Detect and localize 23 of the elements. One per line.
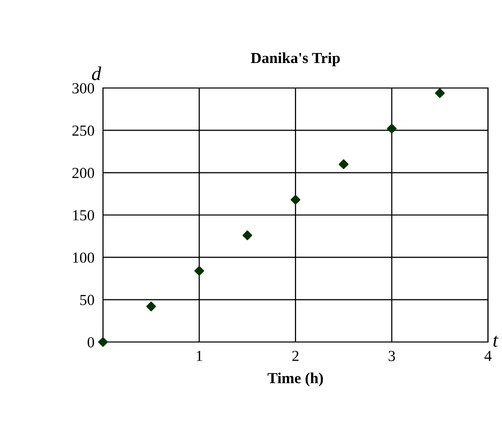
y-tick-label: 150 (73, 210, 94, 220)
y-tick-label: 0 (88, 337, 94, 348)
y-axis-title: d (92, 66, 102, 80)
chart-title: Danika's Trip (250, 52, 340, 66)
y-tick-label: 200 (72, 168, 94, 178)
point (386, 124, 397, 134)
point (146, 302, 156, 312)
x-tick-label: 2 (292, 350, 298, 361)
point (242, 230, 252, 240)
x-tick-label: 1 (196, 350, 202, 361)
x-tick-label: 4 (484, 350, 492, 361)
text: t (493, 336, 498, 347)
point (338, 159, 348, 170)
y-tick-label: 50 (80, 294, 94, 306)
y-tick-label: 100 (73, 252, 94, 263)
x-tick-label: 3 (388, 350, 395, 362)
point (290, 194, 300, 205)
point (194, 266, 204, 276)
y-tick-label: 300 (72, 83, 94, 94)
point (98, 337, 108, 347)
point (435, 88, 445, 98)
y-tick-label: 250 (72, 125, 94, 136)
x-axis-title: Time (h) (268, 372, 323, 386)
